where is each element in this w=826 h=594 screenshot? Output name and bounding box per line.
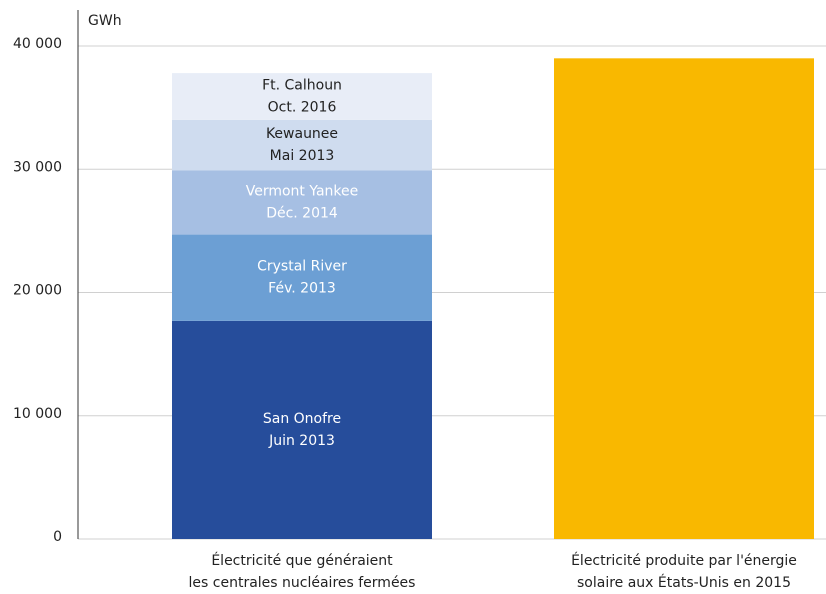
- bar-segment: [172, 320, 432, 539]
- segment-date: Juin 2013: [268, 433, 335, 449]
- segment-date: Oct. 2016: [268, 100, 337, 116]
- y-tick-label: 20 000: [13, 283, 62, 299]
- x-tick-label: Électricité produite par l'énergie: [571, 552, 797, 569]
- bar-segment: [172, 170, 432, 235]
- bar-segment: [554, 58, 814, 539]
- y-axis-label: GWh: [88, 13, 122, 29]
- y-tick-label: 0: [53, 529, 62, 545]
- bar-segment: [172, 234, 432, 321]
- bar-segment: [172, 73, 432, 120]
- segment-label: Ft. Calhoun: [262, 78, 342, 94]
- x-tick-label: Électricité que généraient: [211, 552, 393, 569]
- segment-label: Crystal River: [257, 259, 347, 275]
- segment-label: San Onofre: [263, 411, 341, 427]
- y-tick-label: 10 000: [13, 406, 62, 422]
- segment-date: Fév. 2013: [268, 281, 336, 297]
- x-tick-label: les centrales nucléaires fermées: [189, 575, 416, 591]
- y-tick-label: 30 000: [13, 159, 62, 175]
- x-tick-label: solaire aux États-Unis en 2015: [577, 574, 791, 591]
- segment-date: Déc. 2014: [266, 206, 338, 222]
- y-tick-label: 40 000: [13, 36, 62, 52]
- segment-label: Kewaunee: [266, 126, 338, 142]
- segment-label: Vermont Yankee: [246, 184, 359, 200]
- bar-segment: [172, 119, 432, 171]
- segment-date: Mai 2013: [270, 148, 335, 164]
